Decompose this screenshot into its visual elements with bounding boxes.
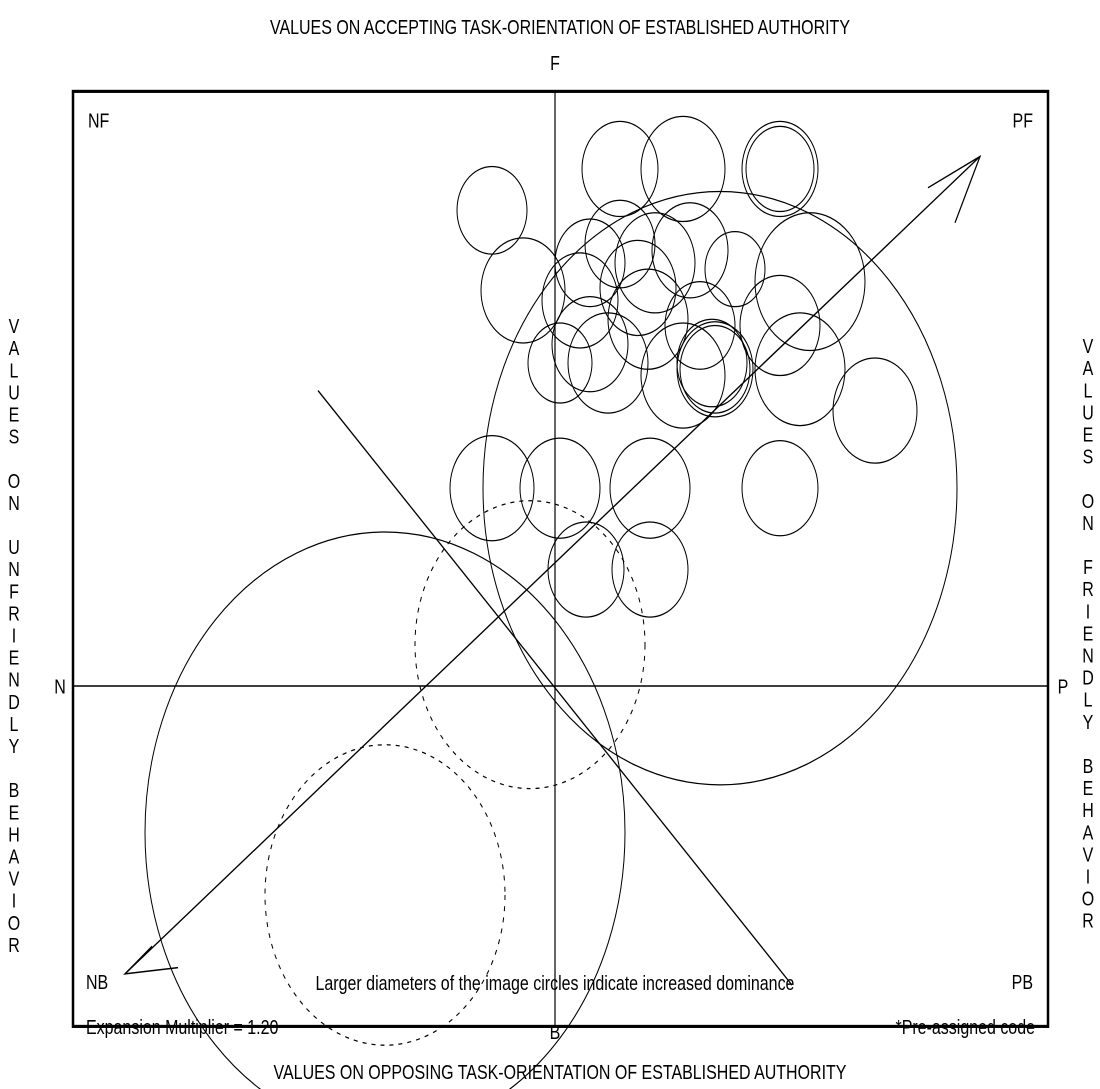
axes — [73, 91, 1048, 1027]
axis-label-p: P — [1058, 676, 1069, 698]
title-bottom: VALUES ON OPPOSING TASK-ORIENTATION OF E… — [274, 1061, 847, 1083]
caption: Larger diameters of the image circles in… — [316, 972, 795, 994]
corner-pf: PF — [1013, 110, 1033, 132]
footer-right: *Pre-assigned code — [895, 1016, 1035, 1038]
corner-pb: PB — [1012, 971, 1033, 993]
frame — [71, 89, 1050, 1028]
title-top: VALUES ON ACCEPTING TASK-ORIENTATION OF … — [270, 16, 850, 38]
axis-label-n: N — [54, 676, 66, 698]
reference-circles — [144, 190, 958, 1089]
axis-label-b: B — [550, 1021, 561, 1043]
axis-label-f: F — [550, 52, 560, 74]
title-left: VALUES ON UNFRIENDLY BEHAVIOR — [5, 315, 23, 956]
footer-left: Expansion Multiplier = 1.20 — [86, 1016, 278, 1038]
corner-nb: NB — [86, 971, 108, 993]
title-right: VALUES ON FRIENDLY BEHAVIOR — [1079, 335, 1097, 932]
corner-nf: NF — [88, 110, 109, 132]
image-circles — [449, 115, 918, 618]
